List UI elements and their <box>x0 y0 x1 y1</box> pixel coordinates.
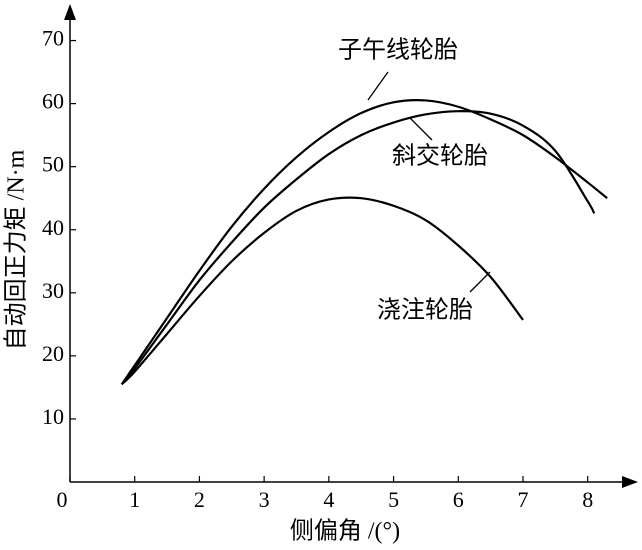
x-tick-label: 6 <box>453 487 464 512</box>
y-axis-label: 自动回正力矩 /N·m <box>3 149 30 350</box>
leader-line <box>469 271 491 293</box>
y-tick-label: 10 <box>42 404 64 429</box>
x-tick-label: 3 <box>259 487 270 512</box>
x-axis-arrow <box>622 476 638 488</box>
y-tick-label: 50 <box>42 152 64 177</box>
x-tick-label: 5 <box>388 487 399 512</box>
x-tick-label: 0 <box>57 487 68 512</box>
leader-line <box>367 71 389 101</box>
line-series <box>120 110 596 385</box>
leader-line <box>409 117 433 141</box>
y-tick-label: 70 <box>42 26 64 51</box>
y-tick-label: 30 <box>42 278 64 303</box>
y-axis-arrow <box>64 4 76 20</box>
y-tick-label: 40 <box>42 215 64 240</box>
x-tick-label: 2 <box>194 487 205 512</box>
x-tick-label: 7 <box>517 487 528 512</box>
x-tick-label: 8 <box>582 487 593 512</box>
x-tick-label: 4 <box>323 487 334 512</box>
y-tick-label: 20 <box>42 341 64 366</box>
line-series <box>120 99 608 385</box>
line-series <box>121 196 524 386</box>
series-label: 子午线轮胎 <box>338 37 458 64</box>
y-tick-label: 60 <box>42 89 64 114</box>
series-label: 斜交轮胎 <box>392 143 488 170</box>
x-axis-label: 侧偏角 /(°) <box>290 518 400 545</box>
x-tick-label: 1 <box>129 487 140 512</box>
series-label: 浇注轮胎 <box>377 297 473 324</box>
